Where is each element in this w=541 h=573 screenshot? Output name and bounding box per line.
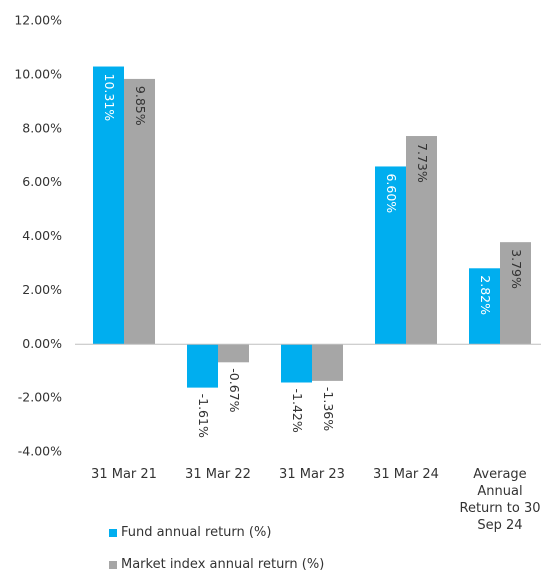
y-tick-label: 8.00% <box>22 120 62 135</box>
data-label: 2.82% <box>478 275 493 315</box>
legend-label: Fund annual return (%) <box>121 525 272 540</box>
x-tick-label: Average Annual Return to 30 Sep 24 <box>459 467 541 533</box>
data-label: -1.42% <box>290 389 305 433</box>
legend-swatch <box>109 528 117 537</box>
y-tick-label: 0.00% <box>22 336 62 351</box>
y-tick-label: -2.00% <box>18 390 62 405</box>
data-label: 6.60% <box>384 173 399 213</box>
x-tick-label: 31 Mar 23 <box>279 467 345 482</box>
y-tick-label: 4.00% <box>22 228 62 243</box>
y-tick-label: 2.00% <box>22 282 62 297</box>
data-label: -0.67% <box>227 368 242 412</box>
bar <box>500 242 531 345</box>
data-label: 9.85% <box>133 86 148 126</box>
bar <box>469 268 500 345</box>
data-label: 10.31% <box>102 74 117 122</box>
legend-label: Market index annual return (%) <box>121 557 325 572</box>
bar <box>124 78 155 345</box>
y-tick-label: -4.00% <box>18 444 62 459</box>
bar <box>218 344 249 363</box>
x-tick-label: 31 Mar 24 <box>373 467 439 482</box>
data-label: -1.61% <box>196 394 211 438</box>
x-tick-label: 31 Mar 22 <box>185 467 251 482</box>
bar <box>281 344 312 383</box>
bar <box>406 136 437 345</box>
y-tick-label: 12.00% <box>14 13 62 28</box>
data-label: -1.36% <box>321 387 336 431</box>
data-label: 7.73% <box>415 143 430 183</box>
bar <box>312 344 343 381</box>
x-tick-label: 31 Mar 21 <box>91 467 157 482</box>
bar <box>375 166 406 345</box>
bar <box>93 66 124 345</box>
data-label: 3.79% <box>509 249 524 289</box>
y-tick-label: 6.00% <box>22 174 62 189</box>
legend-item: Market index annual return (%) <box>109 557 324 572</box>
legend-swatch <box>109 560 117 569</box>
legend-item: Fund annual return (%) <box>109 525 271 540</box>
y-tick-label: 10.00% <box>14 66 62 81</box>
bar <box>187 344 218 388</box>
